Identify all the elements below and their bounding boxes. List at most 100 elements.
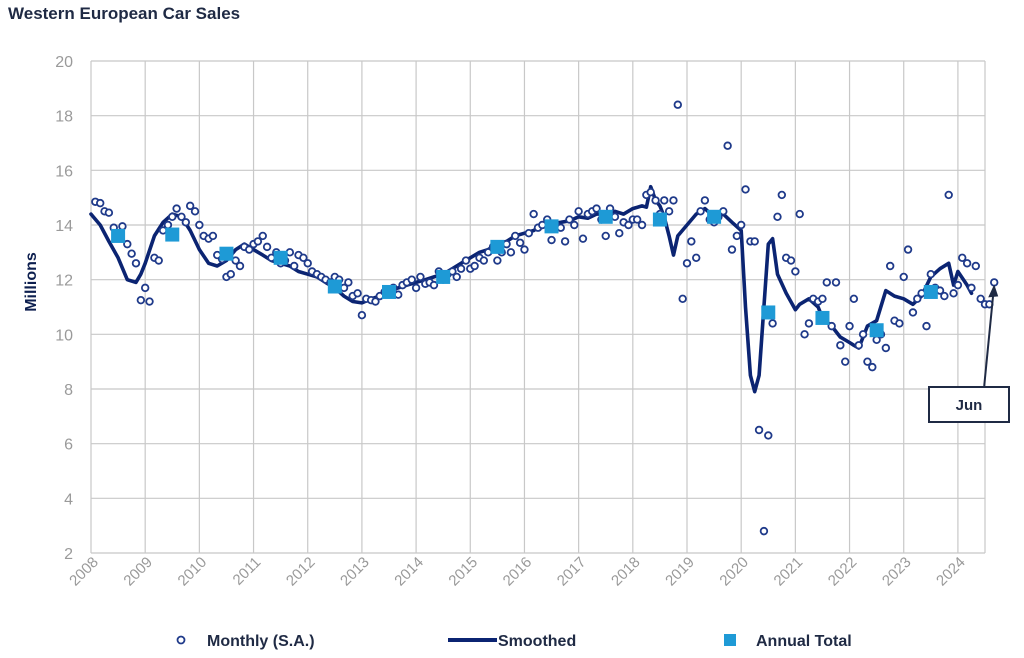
- monthly-point: [195, 220, 204, 230]
- annual-total-series: [111, 209, 938, 338]
- monthly-point: [962, 259, 972, 268]
- monthly-point: [592, 204, 601, 213]
- monthly-point: [262, 242, 272, 252]
- x-tick-label: 2011: [230, 554, 265, 589]
- y-axis-label: Millions: [23, 252, 40, 312]
- monthly-point: [687, 237, 696, 246]
- annual-point: [327, 279, 342, 294]
- monthly-point: [181, 218, 191, 227]
- x-tick-label: 2019: [662, 554, 698, 590]
- monthly-point: [344, 278, 353, 287]
- monthly-point: [836, 341, 845, 350]
- annual-point: [761, 305, 776, 320]
- monthly-point: [104, 208, 114, 217]
- x-tick-label: 2016: [500, 554, 536, 590]
- annotation-arrow: [983, 294, 995, 387]
- monthly-point: [700, 196, 710, 205]
- monthly-point: [664, 207, 674, 216]
- monthly-point: [949, 289, 958, 298]
- annual-point: [219, 246, 234, 261]
- monthly-point: [416, 272, 425, 282]
- monthly-point: [800, 330, 809, 339]
- monthly-point: [429, 280, 439, 290]
- monthly-point: [303, 259, 312, 268]
- monthly-point: [678, 294, 687, 303]
- monthly-point: [976, 294, 985, 303]
- x-tick-label: 2017: [554, 554, 590, 590]
- monthly-point: [885, 261, 895, 271]
- monthly-point: [123, 239, 132, 249]
- monthly-point: [118, 222, 127, 231]
- monthly-point: [791, 267, 800, 276]
- monthly-point: [822, 278, 831, 287]
- y-tick-label: 8: [64, 382, 73, 399]
- monthly-point: [145, 297, 154, 306]
- annual-point: [598, 209, 613, 224]
- monthly-point: [407, 275, 416, 284]
- x-tick-label: 2021: [771, 554, 807, 590]
- monthly-point: [736, 220, 746, 230]
- annual-point: [273, 250, 288, 265]
- monthly-point: [940, 291, 949, 301]
- x-tick-label: 2024: [933, 554, 969, 590]
- monthly-point: [944, 190, 953, 200]
- y-tick-label: 10: [55, 327, 73, 344]
- x-tick-label: 2023: [879, 554, 915, 590]
- monthly-point: [299, 253, 308, 262]
- jun-annotation: Jun: [928, 284, 1010, 423]
- monthly-point: [578, 234, 588, 243]
- monthly-point: [764, 431, 773, 440]
- monthly-point: [795, 209, 804, 219]
- monthly-point: [818, 294, 827, 303]
- monthly-point: [692, 253, 701, 262]
- monthly-point: [163, 220, 173, 230]
- monthly-point: [953, 280, 963, 290]
- x-tick-label: 2015: [445, 554, 481, 590]
- annotation-arrowhead: [988, 284, 999, 298]
- monthly-point: [632, 215, 642, 224]
- monthly-point: [868, 362, 877, 372]
- monthly-point: [140, 283, 150, 293]
- monthly-point: [127, 249, 136, 258]
- monthly-point: [470, 261, 479, 271]
- x-tick-label: 2013: [337, 554, 373, 590]
- legend-monthly-label: Monthly (S.A.): [207, 633, 315, 650]
- monthly-point: [967, 283, 976, 293]
- y-tick-label: 18: [55, 109, 73, 126]
- monthly-point: [289, 261, 299, 271]
- monthly-point: [895, 319, 904, 328]
- legend-monthly-marker: [176, 635, 186, 645]
- monthly-point: [727, 245, 737, 254]
- annual-point: [869, 323, 884, 338]
- annual-point: [923, 284, 938, 299]
- grid: [90, 60, 986, 554]
- monthly-point: [515, 238, 525, 247]
- monthly-point: [353, 289, 362, 298]
- monthly-point: [827, 321, 836, 331]
- annual-point: [544, 219, 559, 234]
- monthly-point: [651, 196, 660, 205]
- chart-title: Western European Car Sales: [8, 4, 241, 23]
- monthly-point: [226, 270, 235, 279]
- monthly-point: [452, 272, 461, 282]
- monthly-point: [682, 259, 692, 268]
- monthly-point: [696, 207, 705, 216]
- annual-point: [815, 310, 830, 325]
- y-tick-label: 16: [55, 163, 73, 180]
- annual-point: [652, 212, 667, 227]
- monthly-point: [479, 256, 489, 265]
- y-axis-ticks: 2 4 6 8 10 12 14 16 18 20: [55, 54, 73, 563]
- y-tick-label: 4: [64, 491, 73, 508]
- monthly-point: [741, 185, 750, 194]
- monthly-point: [673, 100, 682, 109]
- monthly-point: [615, 228, 624, 238]
- monthly-point: [520, 245, 529, 254]
- legend-annual-marker: [724, 634, 736, 646]
- monthly-point: [759, 526, 769, 536]
- x-tick-label: 2020: [716, 554, 752, 590]
- monthly-point: [511, 231, 520, 241]
- monthly-point: [570, 220, 579, 230]
- legend: Monthly (S.A.) Smoothed Annual Total: [176, 633, 852, 650]
- monthly-point: [524, 228, 533, 238]
